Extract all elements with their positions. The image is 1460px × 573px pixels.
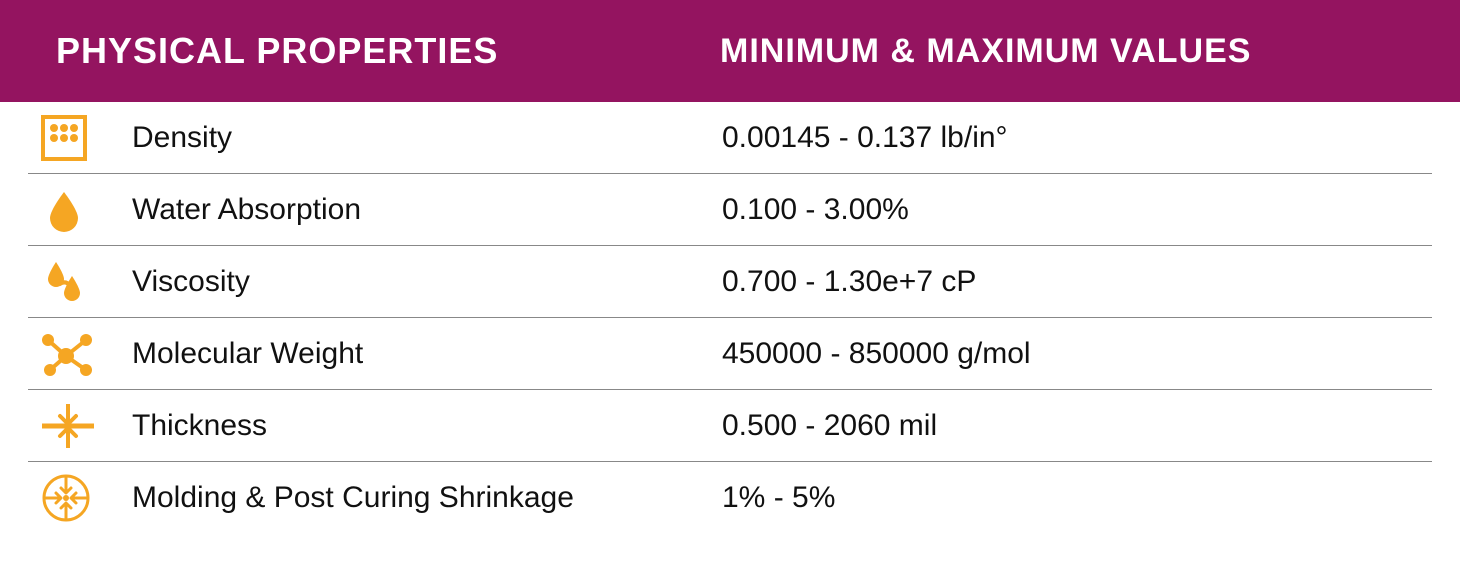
viscosity-icon <box>28 258 132 306</box>
header-physical-properties: PHYSICAL PROPERTIES <box>0 30 720 72</box>
property-value: 0.00145 - 0.137 lb/in° <box>722 121 1432 155</box>
property-label: Density <box>132 121 722 155</box>
header-min-max: MINIMUM & MAXIMUM VALUES <box>720 32 1460 71</box>
property-label: Thickness <box>132 409 722 443</box>
property-label: Molecular Weight <box>132 337 722 371</box>
table-body: Density 0.00145 - 0.137 lb/in° Water Abs… <box>0 102 1460 534</box>
property-value: 0.500 - 2060 mil <box>722 409 1432 443</box>
property-label: Viscosity <box>132 265 722 299</box>
property-value: 450000 - 850000 g/mol <box>722 337 1432 371</box>
table-row: Density 0.00145 - 0.137 lb/in° <box>28 102 1432 174</box>
property-label: Water Absorption <box>132 193 722 227</box>
table-row: Thickness 0.500 - 2060 mil <box>28 390 1432 462</box>
table-row: Molecular Weight 450000 - 850000 g/mol <box>28 318 1432 390</box>
thickness-icon <box>28 402 132 450</box>
table-row: Molding & Post Curing Shrinkage 1% - 5% <box>28 462 1432 534</box>
property-value: 0.100 - 3.00% <box>722 193 1432 227</box>
property-value: 0.700 - 1.30e+7 cP <box>722 265 1432 299</box>
table-row: Water Absorption 0.100 - 3.00% <box>28 174 1432 246</box>
property-label: Molding & Post Curing Shrinkage <box>132 481 722 515</box>
molecule-icon <box>28 330 132 378</box>
table-header: PHYSICAL PROPERTIES MINIMUM & MAXIMUM VA… <box>0 0 1460 102</box>
water-icon <box>28 186 132 234</box>
property-value: 1% - 5% <box>722 481 1432 515</box>
properties-table: PHYSICAL PROPERTIES MINIMUM & MAXIMUM VA… <box>0 0 1460 534</box>
table-row: Viscosity 0.700 - 1.30e+7 cP <box>28 246 1432 318</box>
shrinkage-icon <box>28 472 132 524</box>
density-icon <box>28 114 132 162</box>
